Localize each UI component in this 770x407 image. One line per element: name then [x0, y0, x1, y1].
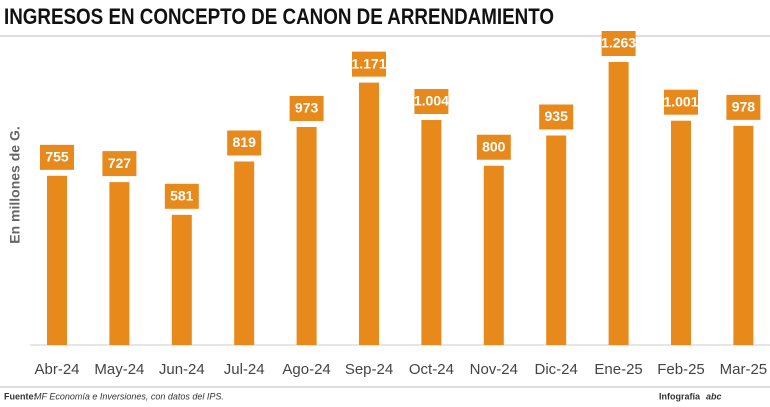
value-label-box [726, 94, 761, 120]
value-label: 755 [45, 149, 69, 165]
value-label-box [476, 134, 511, 160]
x-tick-label: Ene-25 [594, 361, 642, 378]
value-label: 819 [233, 134, 257, 150]
value-label: 935 [545, 108, 569, 124]
bar [359, 82, 379, 345]
x-tick-label: Mar-25 [720, 361, 768, 378]
value-label: 973 [295, 100, 319, 116]
value-label: 978 [732, 99, 756, 115]
value-label: 727 [108, 155, 132, 171]
x-tick-label: Abr-24 [34, 361, 79, 378]
x-tick-label: Jun-24 [159, 361, 205, 378]
value-label-box [40, 144, 74, 170]
source: MF Economía e Inversiones, con datos del… [34, 391, 224, 401]
bar [171, 214, 192, 345]
x-tick-label: Feb-25 [657, 361, 705, 378]
value-label: 1.001 [663, 93, 698, 109]
bar [483, 165, 504, 345]
value-label-box [539, 104, 574, 130]
bar [47, 175, 67, 345]
value-label-box [227, 130, 262, 156]
x-tick-label: Sep-24 [345, 361, 393, 378]
value-label: 1.263 [601, 35, 636, 51]
credit: Infografía [659, 391, 701, 401]
bar [421, 120, 442, 345]
x-tick-label: Dic-24 [535, 361, 578, 378]
value-label-box [102, 151, 137, 177]
value-label-box [414, 89, 449, 115]
bar [733, 125, 754, 345]
bar [608, 62, 629, 345]
value-label: 581 [170, 188, 194, 204]
bar [296, 126, 317, 345]
x-tick-label: Ago-24 [282, 361, 330, 378]
chart-title: INGRESOS EN CONCEPTO DE CANON DE ARRENDA… [4, 4, 554, 29]
value-label-box [664, 89, 698, 115]
bar [234, 161, 255, 345]
value-label: 800 [482, 138, 506, 154]
value-label-box [289, 95, 324, 121]
value-label: 1.004 [414, 93, 449, 109]
bar [546, 135, 567, 345]
x-tick-label: Jul-24 [224, 361, 265, 378]
value-label-box [352, 51, 386, 77]
logo: abc [706, 391, 722, 401]
x-tick-label: May-24 [94, 361, 144, 378]
bar [109, 182, 130, 345]
bar [671, 120, 691, 345]
x-tick-label: Oct-24 [409, 361, 454, 378]
y-axis-label: En millones de G. [7, 126, 23, 243]
source-label: Fuente: [4, 391, 37, 401]
value-label-box [164, 183, 199, 209]
value-label: 1.171 [351, 55, 386, 71]
x-tick-label: Nov-24 [470, 361, 518, 378]
value-label-box [601, 31, 636, 56]
